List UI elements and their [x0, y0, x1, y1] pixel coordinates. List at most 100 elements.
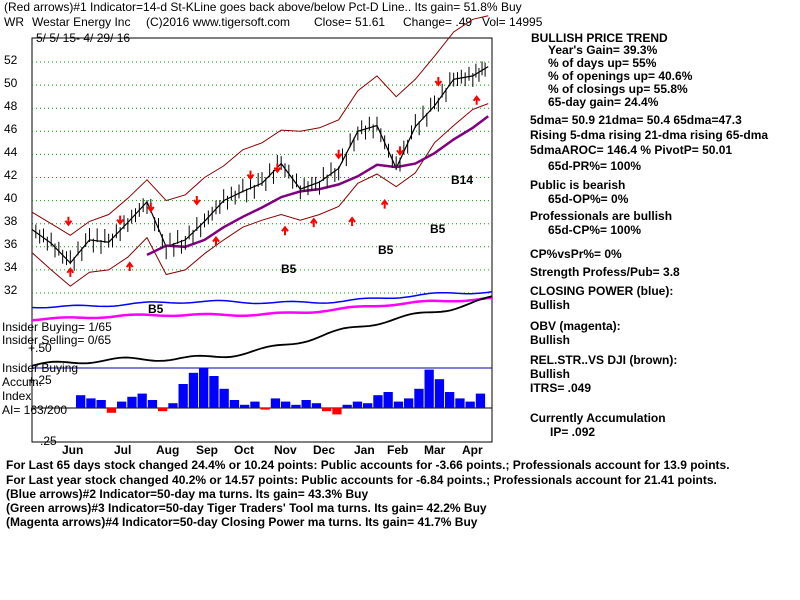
month-label: Apr: [462, 443, 483, 457]
buy-arrow-icon: [281, 225, 289, 236]
accum-bar: [383, 392, 393, 408]
sell-arrow-icon: [246, 170, 255, 181]
accum-bar: [209, 376, 219, 408]
price-tick-label: 46: [4, 122, 18, 136]
accum-bar: [332, 408, 342, 415]
buy-arrow-icon: [66, 267, 75, 277]
price-tick-label: 38: [4, 214, 18, 228]
accum-bar: [342, 404, 352, 408]
sell-arrow-icon: [64, 216, 73, 227]
accum-bar: [270, 398, 281, 408]
month-label: Aug: [156, 443, 180, 457]
change-value: Change= .49: [403, 15, 473, 29]
sell-arrow-icon: [334, 149, 343, 160]
panel-line: Bullish: [530, 333, 571, 347]
panel-line: 5dma= 50.9 21dma= 50.4 65dma=47.3: [530, 113, 742, 127]
accum-bar: [188, 372, 199, 408]
price-tick-label: 52: [4, 53, 18, 67]
panel-line: 5dmaAROC= 146.4 % PivotP= 50.01: [530, 143, 733, 157]
plus-25-label: +.25: [28, 373, 52, 387]
panel-line: % of days up= 55%: [548, 56, 657, 70]
accum-bar: [137, 393, 147, 408]
accum-bar: [96, 400, 106, 408]
panel-line: CP%vsPr%= 0%: [530, 247, 622, 261]
price-tick-label: 32: [4, 283, 18, 297]
sell-arrow-icon: [147, 202, 155, 213]
close-value: Close= 51.61: [314, 15, 386, 29]
buy-arrow-icon: [212, 235, 220, 246]
panel-line: Professionals are bullish: [530, 209, 673, 223]
buy-arrow-icon: [125, 261, 134, 272]
panel-line: ITRS= .049: [530, 381, 592, 395]
copyright: (C)2016 www.tigersoft.com: [146, 15, 291, 29]
ticker-symbol: WR: [4, 15, 24, 29]
b5-annotation: B5: [148, 302, 164, 316]
buy-arrow-icon: [348, 216, 356, 227]
accum-bar: [178, 384, 188, 408]
panel-line: 65-day gain= 24.4%: [548, 95, 659, 109]
accum-bar: [281, 401, 291, 408]
accum-bar: [250, 401, 260, 408]
buy-arrow-icon: [472, 95, 481, 105]
sell-arrow-icon: [434, 77, 443, 87]
accum-bar: [301, 400, 311, 408]
footer-line: (Green arrows)#3 Indicator=50-day Tiger …: [6, 501, 487, 515]
month-label: Mar: [424, 443, 446, 457]
accum-bar: [434, 379, 445, 408]
panel-line: 65d-CP%= 100%: [548, 223, 642, 237]
panel-line: Strength Profess/Pub= 3.8: [530, 265, 680, 279]
footer-line: For Last year stock changed 40.2% or 14.…: [6, 473, 717, 487]
accum-bar: [260, 408, 270, 410]
company-name: Westar Energy Inc: [32, 15, 131, 29]
month-label: Feb: [387, 443, 409, 457]
accum-bar: [199, 368, 209, 408]
panel-line: REL.STR..VS DJI (brown):: [530, 353, 678, 367]
index-label: Index: [2, 389, 32, 403]
panel-line: % of openings up= 40.6%: [548, 69, 693, 83]
b5-annotation: B5: [281, 262, 297, 276]
accum-bar: [219, 388, 229, 408]
panel-title: BULLISH PRICE TREND: [531, 31, 668, 45]
insider-selling-label: Insider Selling= 0/65: [2, 333, 112, 347]
panel-line: CLOSING POWER (blue):: [530, 284, 674, 298]
insider-buying-label: Insider Buying= 1/65: [2, 320, 112, 334]
accum-bar: [127, 396, 137, 408]
price-tick-label: 36: [4, 237, 18, 251]
accum-bar: [322, 408, 332, 412]
ai-label: AI= 163/200: [2, 403, 68, 417]
accum-bar: [147, 400, 158, 408]
accum-bar: [352, 401, 363, 408]
minus-25-label: -.25: [36, 434, 57, 448]
accum-bar: [414, 388, 424, 408]
panel-line: OBV (magenta):: [530, 319, 621, 333]
panel-line: Currently Accumulation: [530, 411, 666, 425]
accum-bar: [445, 392, 455, 408]
price-tick-label: 48: [4, 99, 18, 113]
plus-50-label: +.50: [28, 341, 52, 355]
chart-frame: [31, 37, 493, 443]
sell-arrow-icon: [273, 163, 282, 174]
b5-annotation: B5: [378, 243, 394, 257]
accum-bar: [86, 398, 96, 408]
cp-lower-line: [31, 291, 493, 309]
price-tick-label: 34: [4, 260, 18, 274]
price-tick-label: 40: [4, 191, 18, 205]
footer-line: For Last 65 days stock changed 24.4% or …: [6, 458, 730, 472]
buy-arrow-icon: [309, 217, 318, 228]
price-tick-label: 50: [4, 76, 18, 90]
upper-band-line: [31, 15, 489, 236]
month-label: Oct: [234, 443, 255, 457]
accum-label: Accum.: [2, 375, 43, 389]
month-label: Jan: [354, 443, 375, 457]
panel-line: IP= .092: [550, 425, 596, 439]
panel-line: Bullish: [530, 298, 571, 312]
accum-bar: [240, 404, 250, 408]
indicator-1-title: (Red arrows)#1 Indicator=14-d St-KLine g…: [4, 0, 522, 14]
accum-bar: [168, 403, 178, 408]
accum-bar: [475, 393, 486, 408]
month-label: Dec: [313, 443, 336, 457]
accum-bar: [311, 403, 322, 408]
accum-bar: [117, 401, 127, 408]
obv-line: [31, 296, 493, 322]
